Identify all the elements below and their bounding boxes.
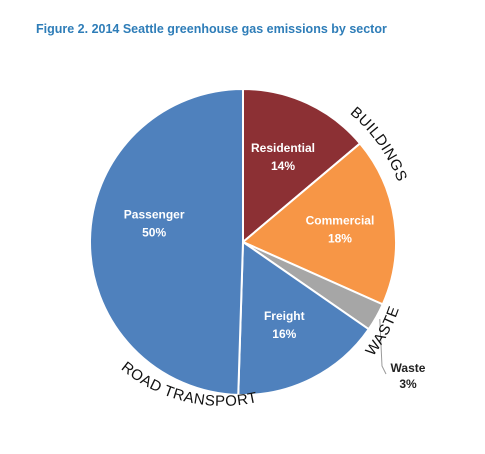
slice-value-residential: 14% (271, 159, 295, 173)
pie-slice-residential (242, 87, 362, 245)
leader-line-waste (379, 319, 387, 375)
slice-label-waste: Waste (391, 361, 426, 375)
pie-slice-passenger (89, 87, 244, 396)
pie-slice-freight (237, 240, 371, 396)
slice-label-passenger: Passenger (124, 208, 185, 222)
slice-label-commercial: Commercial (306, 213, 375, 227)
slice-value-freight: 16% (272, 327, 296, 341)
slice-label-freight: Freight (264, 309, 305, 323)
slice-value-commercial: 18% (328, 231, 352, 245)
pie-slice-commercial (241, 142, 397, 306)
slice-value-passenger: 50% (142, 226, 166, 240)
slice-label-residential: Residential (251, 141, 315, 155)
slice-value-waste: 3% (399, 377, 417, 391)
chart-title: Figure 2. 2014 Seattle greenhouse gas em… (36, 22, 387, 36)
